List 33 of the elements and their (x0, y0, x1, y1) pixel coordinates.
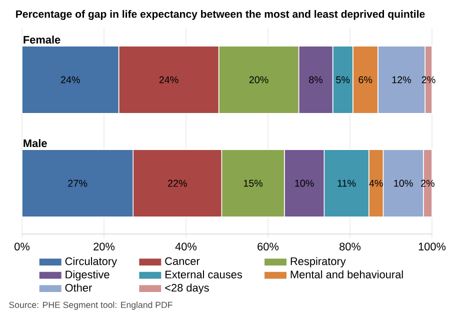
x-tick-label: 20% (94, 242, 115, 250)
data-label: 24% (61, 76, 80, 84)
data-label: 20% (249, 76, 268, 84)
legend-label: Circulatory (65, 257, 118, 268)
legend-label: Cancer (165, 257, 200, 265)
data-label: 10% (394, 180, 413, 187)
legend-label: Respiratory (290, 257, 346, 268)
data-label: 10% (295, 180, 314, 187)
source-note: Source: PHE Segment tool: England PDF (9, 302, 172, 310)
data-label: 27% (68, 180, 88, 187)
x-tick-label: 100% (418, 242, 446, 250)
legend-label: <28 days (165, 284, 209, 294)
data-label: 11% (338, 180, 356, 187)
x-tick-label: 0% (14, 242, 30, 250)
legend-label: Other (65, 284, 92, 292)
x-tick-label: 80% (340, 242, 361, 250)
chart-title: Percentage of gap in life expectancy between the most and least deprived quintile (16, 10, 425, 20)
data-label: 2% (422, 76, 436, 84)
x-tick-label: 40% (175, 242, 197, 250)
legend-label: Mental and behavioural (290, 270, 403, 278)
data-label: 24% (159, 76, 178, 84)
y-tick-label: Male (24, 139, 47, 148)
data-label: 5% (336, 76, 350, 84)
legend-label: External causes (166, 270, 242, 278)
data-label: 12% (392, 76, 411, 84)
data-label: 22% (168, 180, 187, 187)
legend-label: Digestive (66, 270, 110, 281)
data-label: 2% (421, 180, 434, 187)
y-tick-label: Female (24, 36, 60, 44)
data-label: 6% (358, 76, 372, 84)
data-label: 8% (309, 76, 323, 84)
x-tick-label: 60% (258, 242, 279, 250)
data-label: 15% (244, 180, 263, 187)
